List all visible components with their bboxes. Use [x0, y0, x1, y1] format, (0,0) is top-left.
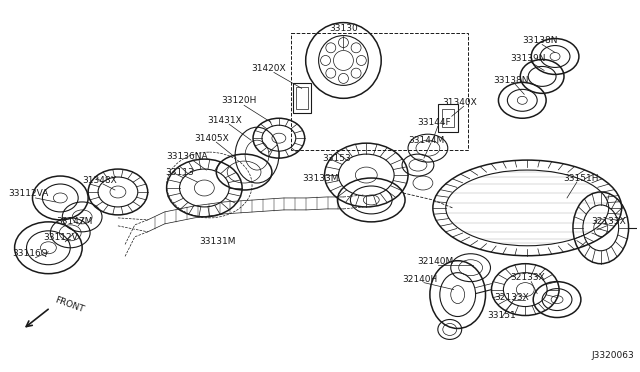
Bar	[292, 83, 310, 113]
Text: 32140H: 32140H	[403, 275, 438, 284]
Text: 31431X: 31431X	[207, 116, 242, 125]
Text: 33112VA: 33112VA	[8, 189, 49, 199]
Text: 33151: 33151	[487, 311, 516, 320]
Text: 33144F: 33144F	[417, 118, 451, 127]
Text: FRONT: FRONT	[53, 295, 85, 314]
Text: 33138N: 33138N	[493, 76, 529, 85]
Text: 33130: 33130	[329, 24, 358, 33]
Text: 33131M: 33131M	[199, 237, 236, 246]
Text: 32133X: 32133X	[494, 293, 529, 302]
Text: 31405X: 31405X	[194, 134, 228, 143]
Text: 32133X: 32133X	[510, 273, 545, 282]
Text: 33116Q: 33116Q	[13, 249, 49, 258]
Text: 33147M: 33147M	[56, 217, 92, 227]
Text: 33120H: 33120H	[221, 96, 257, 105]
Text: 33138N: 33138N	[522, 36, 558, 45]
Bar	[296, 87, 308, 109]
Text: 33153: 33153	[322, 154, 351, 163]
Text: 33151H: 33151H	[563, 173, 598, 183]
Text: 33136NA: 33136NA	[166, 152, 208, 161]
Bar	[442, 109, 454, 127]
Text: 33113: 33113	[165, 167, 194, 177]
Bar	[438, 104, 458, 132]
Text: 31348X: 31348X	[83, 176, 117, 185]
Text: 33139N: 33139N	[511, 54, 546, 63]
Text: 33112V: 33112V	[43, 233, 77, 242]
Text: 32140M: 32140M	[418, 257, 454, 266]
Text: 33144M: 33144M	[408, 136, 444, 145]
Text: 31340X: 31340X	[442, 98, 477, 107]
Text: 31420X: 31420X	[252, 64, 286, 73]
Text: 32133X: 32133X	[591, 217, 626, 227]
Text: 33133M: 33133M	[302, 173, 339, 183]
Text: J3320063: J3320063	[591, 351, 634, 360]
